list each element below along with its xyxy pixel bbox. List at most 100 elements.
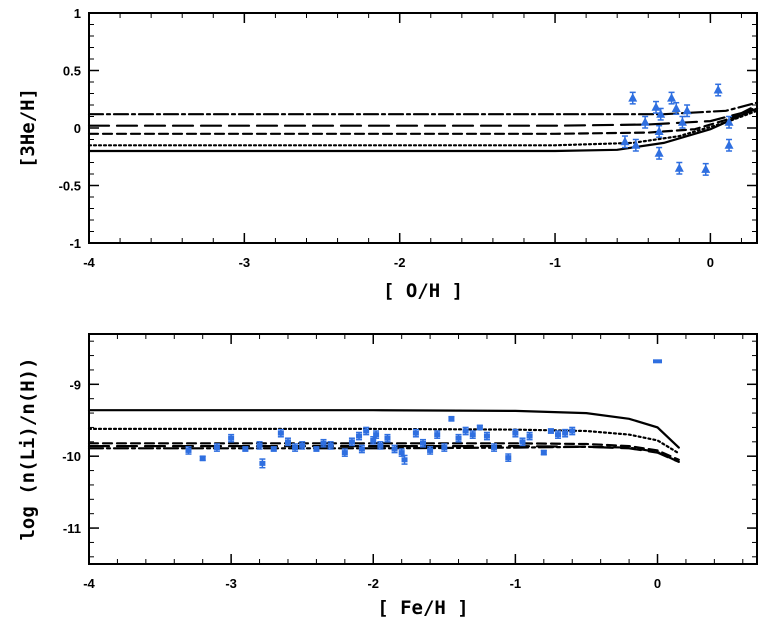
data-point (620, 136, 630, 146)
data-point (356, 433, 363, 439)
tick-labels-3he: -4 -3 -2 -1 0 -1 -0.5 0 0.5 1 (59, 6, 714, 270)
x-tick-label: 0 (707, 255, 714, 270)
data-point (391, 446, 398, 452)
data-point (701, 164, 711, 173)
data-point (631, 140, 641, 149)
plot-frame-3he (88, 12, 758, 244)
y-tick-label: 1 (74, 6, 81, 21)
data-point (654, 126, 664, 135)
data-point (434, 432, 441, 438)
data-point (299, 442, 306, 448)
data-point (259, 460, 266, 466)
data-point (358, 446, 365, 452)
data-point (526, 433, 533, 439)
data-point (540, 450, 547, 456)
data-point (547, 428, 554, 434)
data-point (199, 455, 206, 461)
x-axis-label-3he: [ O/H ] (383, 280, 463, 302)
data-point (505, 455, 512, 461)
model-line-dotted (87, 427, 680, 455)
model-lines-3he (87, 101, 759, 153)
data-point (569, 428, 576, 434)
model-line-dash-dot (87, 101, 759, 116)
data-point (469, 432, 476, 438)
data-point (341, 450, 348, 456)
data-point (398, 450, 405, 456)
data-point (213, 445, 220, 451)
y-tick-label: -11 (63, 521, 81, 536)
data-point (491, 445, 498, 451)
ticks-3he (88, 12, 757, 244)
data-point (512, 430, 519, 436)
data-point (671, 103, 681, 112)
x-tick-label: 0 (654, 576, 661, 591)
observations-li (185, 359, 663, 469)
data-point (313, 446, 320, 452)
y-tick-label: 0 (74, 121, 81, 136)
panel-li: -4 -3 -2 -1 0-11-10-9 [ Fe/H ] log (n(Li)/n(… (17, 333, 758, 619)
data-point (448, 416, 455, 422)
data-point (441, 445, 448, 451)
data-point (555, 432, 562, 438)
data-point (483, 433, 490, 439)
data-point (656, 109, 666, 118)
data-point (724, 140, 734, 149)
data-point (654, 148, 664, 157)
y-tick-label: 0.5 (63, 64, 81, 79)
data-point (682, 105, 692, 115)
data-point (455, 435, 462, 441)
y-tick-label: -10 (62, 449, 81, 464)
x-tick-label: -1 (549, 255, 561, 270)
data-point (667, 93, 677, 102)
data-point (562, 430, 569, 436)
data-point (370, 437, 377, 443)
model-line-long-dash (87, 103, 759, 127)
data-point (519, 439, 526, 445)
model-line-dotted (87, 109, 759, 147)
data-point (327, 442, 334, 448)
x-tick-label: -1 (510, 576, 522, 591)
y-axis-label-li: log (n(Li)/n(H)) (17, 357, 39, 540)
data-point (292, 445, 299, 451)
data-point (363, 428, 370, 434)
data-point (651, 102, 661, 111)
model-lines-li (87, 409, 680, 463)
data-point (401, 457, 408, 463)
data-point (185, 447, 192, 453)
x-tick-label: -2 (367, 576, 379, 591)
data-point (476, 424, 483, 430)
data-point (628, 93, 638, 102)
data-point (373, 432, 380, 438)
x-tick-label: -4 (83, 255, 95, 270)
y-tick-label: -0.5 (59, 179, 81, 194)
model-line-short-dash (87, 106, 759, 135)
observations-3he (620, 83, 734, 176)
data-point (270, 446, 277, 452)
data-point (228, 435, 235, 441)
data-point (713, 85, 723, 94)
x-tick-label: -4 (83, 576, 95, 591)
ticks-li (88, 334, 757, 564)
data-point (348, 439, 355, 445)
data-point (420, 440, 426, 446)
data-point (377, 442, 384, 448)
data-point (640, 117, 650, 126)
data-point (462, 428, 469, 434)
data-point (677, 117, 687, 126)
data-point (724, 117, 734, 126)
data-point (674, 163, 684, 172)
y-axis-label-3he: [3He/H] (17, 88, 39, 168)
data-point (320, 440, 327, 446)
y-tick-label: -1 (69, 236, 81, 251)
data-point (653, 359, 663, 364)
data-point (384, 435, 391, 441)
data-point (412, 430, 419, 436)
model-line-solid (87, 107, 759, 153)
model-line-solid (87, 409, 680, 449)
x-tick-label: -3 (225, 576, 237, 591)
panel-3he: -4 -3 -2 -1 0 -1 -0.5 0 0.5 1 [ O/H ] [3He/H] (17, 6, 759, 302)
data-point (242, 446, 249, 452)
x-tick-label: -3 (239, 255, 251, 270)
data-point (284, 439, 291, 445)
